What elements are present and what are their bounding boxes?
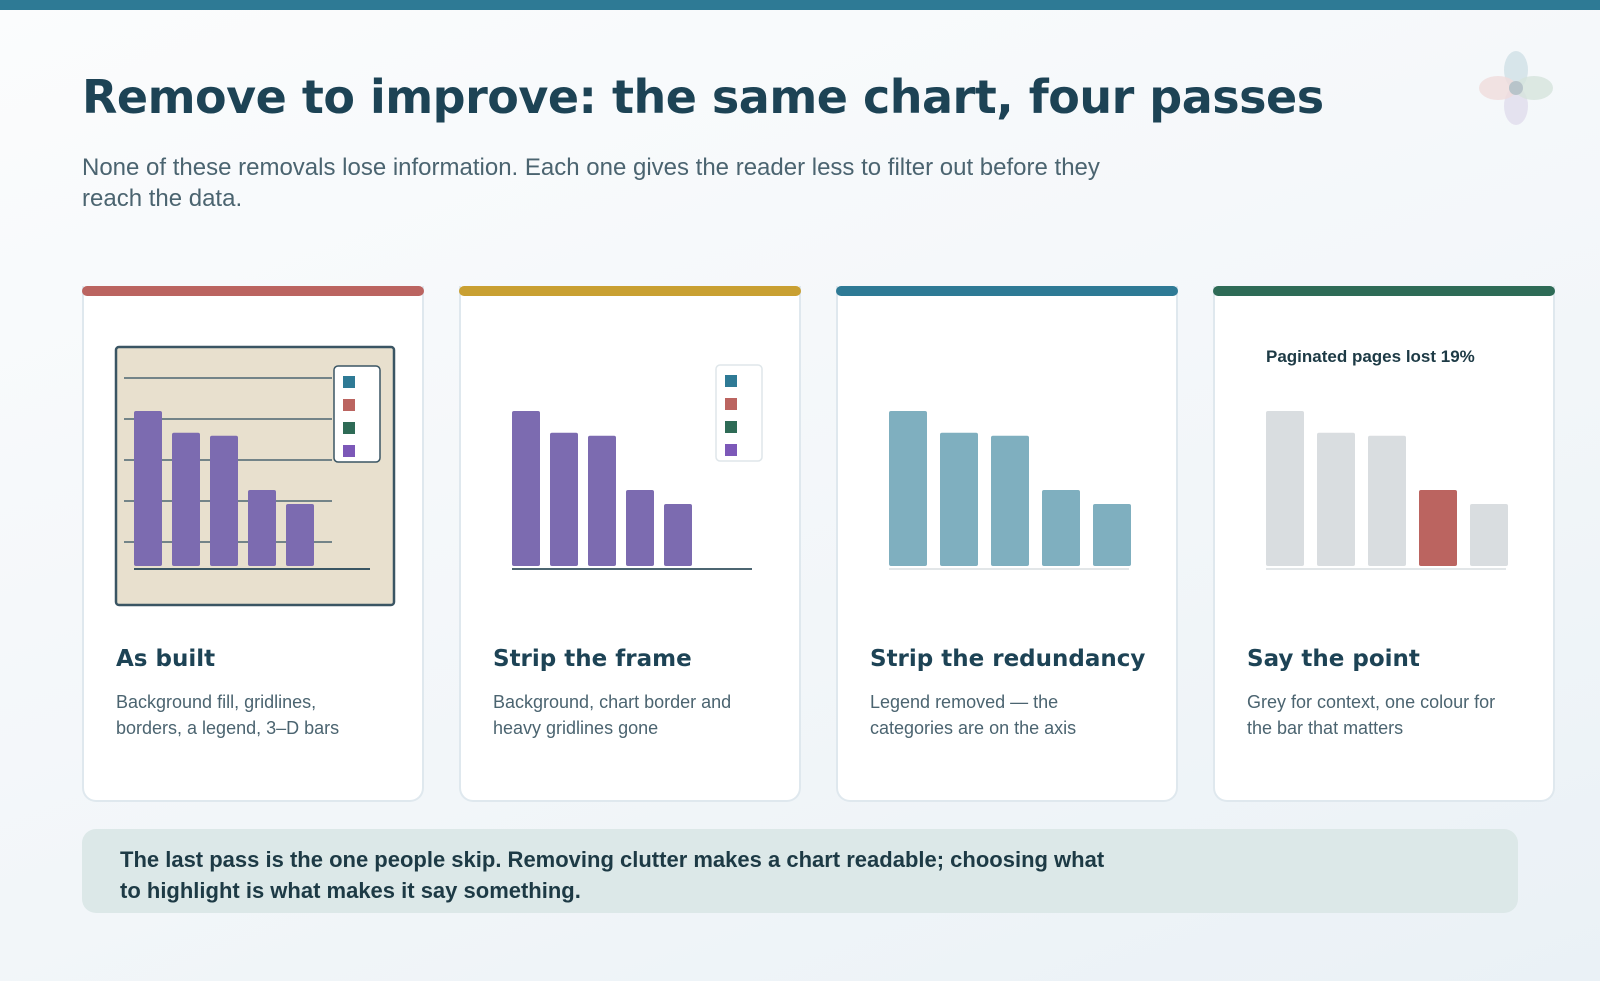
card-accent-bar (836, 286, 1178, 296)
card-accent-bar (1213, 286, 1555, 296)
bar (889, 411, 927, 566)
card-accent-bar (459, 286, 801, 296)
legend-swatch (343, 376, 355, 388)
legend-swatch (343, 399, 355, 411)
chart-annotation: Paginated pages lost 19% (1266, 347, 1475, 366)
card-as-built: As built Background fill, gridlines, bor… (82, 286, 424, 802)
card-say-point: Paginated pages lost 19% Say the point G… (1213, 286, 1555, 802)
bar (1419, 490, 1457, 566)
bar (1317, 432, 1355, 566)
card-description: Background fill, gridlines, borders, a l… (116, 692, 340, 738)
bar (1093, 504, 1131, 566)
chart-strip-frame (512, 364, 763, 570)
card-title: Strip the redundancy (870, 646, 1146, 672)
bar (1266, 411, 1304, 566)
takeaway-text: The last pass is the one people skip. Re… (120, 847, 1105, 903)
bar (134, 411, 162, 566)
legend-swatch (725, 421, 737, 433)
bar (550, 432, 578, 566)
card-title: Strip the frame (493, 646, 692, 672)
page-title: Remove to improve: the same chart, four … (82, 70, 1324, 124)
chart-strip-redundancy (889, 411, 1131, 570)
card-strip-redundancy: Strip the redundancy Legend removed — th… (836, 286, 1178, 802)
bar (248, 490, 276, 566)
card-title: Say the point (1247, 646, 1420, 672)
card-description: Legend removed — the categories are on t… (870, 692, 1077, 738)
page-subtitle: None of these removals lose information.… (82, 154, 1100, 212)
legend-swatch (343, 445, 355, 457)
bar (940, 432, 978, 566)
bar (1470, 504, 1508, 566)
bar (991, 435, 1029, 566)
four-petal-logo-icon (1479, 51, 1553, 125)
bar (626, 490, 654, 566)
bar (588, 435, 616, 566)
card-title: As built (116, 646, 216, 672)
legend-box (715, 364, 763, 462)
bar (286, 504, 314, 566)
legend-box (333, 365, 381, 463)
takeaway-callout: The last pass is the one people skip. Re… (82, 829, 1518, 913)
chart-say-point: Paginated pages lost 19% (1266, 347, 1508, 570)
top-accent-bar (0, 0, 1600, 10)
bar (664, 504, 692, 566)
legend-swatch (725, 375, 737, 387)
bar (172, 432, 200, 566)
bar (210, 435, 238, 566)
card-strip-frame: Strip the frame Background, chart border… (459, 286, 801, 802)
bar (512, 411, 540, 566)
legend-swatch (725, 444, 737, 456)
bar (1368, 435, 1406, 566)
card-accent-bar (82, 286, 424, 296)
legend-swatch (343, 422, 355, 434)
legend-swatch (725, 398, 737, 410)
bar (1042, 490, 1080, 566)
chart-as-built (114, 345, 396, 607)
card-description: Grey for context, one colour for the bar… (1247, 692, 1496, 738)
card-description: Background, chart border and heavy gridl… (493, 692, 732, 738)
